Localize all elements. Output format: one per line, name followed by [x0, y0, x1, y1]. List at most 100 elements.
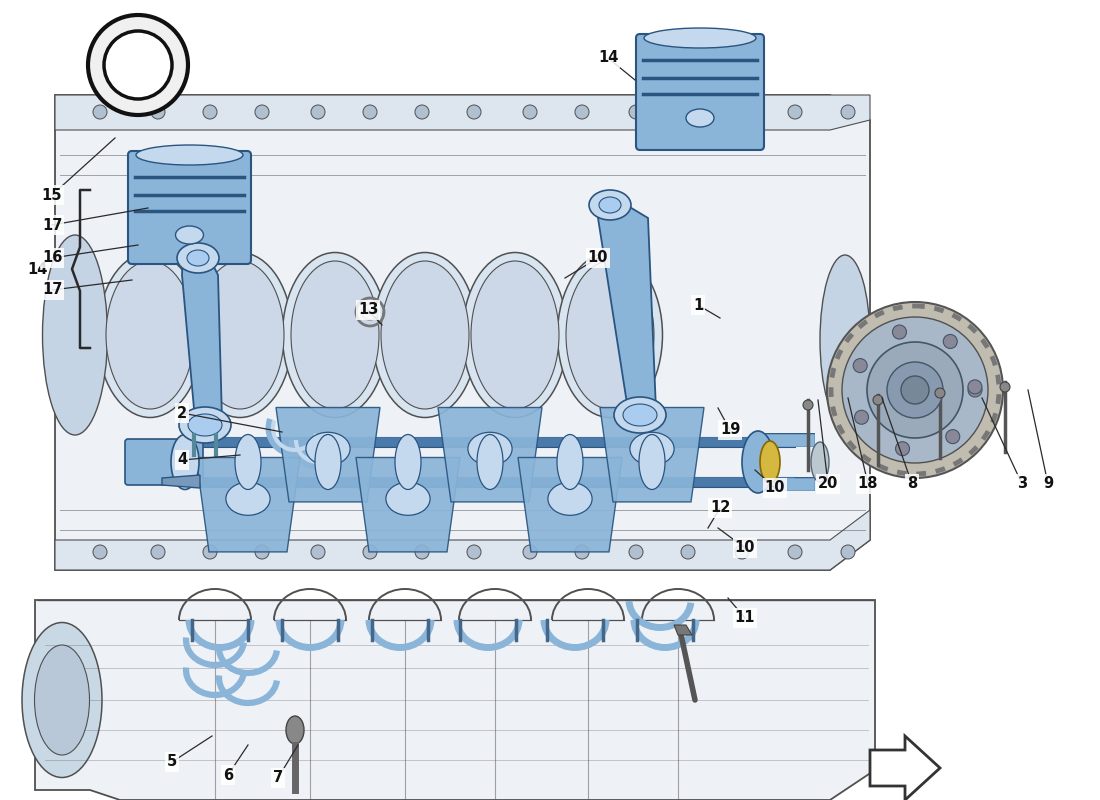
Polygon shape: [276, 407, 380, 502]
Polygon shape: [196, 458, 300, 552]
Polygon shape: [55, 95, 870, 570]
Ellipse shape: [373, 253, 477, 418]
Ellipse shape: [614, 397, 666, 433]
Circle shape: [944, 334, 957, 349]
Circle shape: [803, 400, 813, 410]
Text: 10: 10: [735, 541, 756, 555]
Polygon shape: [162, 475, 200, 488]
FancyBboxPatch shape: [636, 34, 764, 150]
Text: 10: 10: [587, 250, 608, 266]
Ellipse shape: [106, 261, 194, 409]
Circle shape: [935, 388, 945, 398]
Ellipse shape: [811, 442, 829, 482]
Ellipse shape: [548, 482, 592, 515]
Circle shape: [895, 442, 910, 456]
Ellipse shape: [471, 261, 559, 409]
Circle shape: [468, 105, 481, 119]
Circle shape: [94, 105, 107, 119]
Text: 8: 8: [906, 477, 917, 491]
Ellipse shape: [22, 622, 102, 778]
Ellipse shape: [306, 432, 350, 466]
Circle shape: [94, 545, 107, 559]
Circle shape: [363, 545, 377, 559]
Circle shape: [867, 342, 962, 438]
Polygon shape: [518, 458, 622, 552]
Polygon shape: [870, 736, 940, 800]
Polygon shape: [55, 510, 870, 570]
Ellipse shape: [386, 482, 430, 515]
Text: 7: 7: [273, 770, 283, 786]
Circle shape: [255, 545, 270, 559]
Ellipse shape: [557, 434, 583, 490]
Circle shape: [151, 545, 165, 559]
Ellipse shape: [686, 109, 714, 127]
Text: 15: 15: [42, 187, 63, 202]
Ellipse shape: [566, 261, 654, 409]
Text: 5: 5: [167, 754, 177, 770]
Text: ©OFFICIALPARTSSHOP.COM: ©OFFICIALPARTSSHOP.COM: [396, 480, 704, 500]
Ellipse shape: [292, 261, 379, 409]
Ellipse shape: [558, 253, 662, 418]
Ellipse shape: [283, 253, 387, 418]
Circle shape: [311, 545, 324, 559]
Circle shape: [681, 105, 695, 119]
Circle shape: [735, 105, 749, 119]
Circle shape: [629, 105, 644, 119]
Text: 17: 17: [42, 218, 63, 233]
Circle shape: [735, 545, 749, 559]
Circle shape: [415, 105, 429, 119]
Text: 17: 17: [42, 282, 63, 298]
Text: 19: 19: [719, 422, 740, 438]
Text: 13: 13: [358, 302, 378, 318]
Circle shape: [681, 545, 695, 559]
Circle shape: [855, 410, 869, 424]
Circle shape: [873, 395, 883, 405]
Circle shape: [363, 105, 377, 119]
Ellipse shape: [639, 434, 665, 490]
Ellipse shape: [98, 253, 202, 418]
Ellipse shape: [176, 226, 204, 244]
Ellipse shape: [315, 434, 341, 490]
Text: 20: 20: [817, 477, 838, 491]
Text: 3: 3: [1016, 477, 1027, 491]
Circle shape: [575, 105, 589, 119]
Text: 14: 14: [28, 262, 48, 277]
Polygon shape: [600, 407, 704, 502]
Circle shape: [842, 105, 855, 119]
Ellipse shape: [820, 255, 870, 425]
Ellipse shape: [188, 414, 222, 436]
Ellipse shape: [286, 716, 304, 744]
Ellipse shape: [235, 434, 261, 490]
Circle shape: [522, 105, 537, 119]
Ellipse shape: [177, 243, 219, 273]
Circle shape: [1000, 382, 1010, 392]
Ellipse shape: [179, 407, 231, 443]
Polygon shape: [356, 458, 460, 552]
Ellipse shape: [623, 404, 657, 426]
Polygon shape: [182, 255, 222, 425]
Polygon shape: [35, 600, 875, 800]
Ellipse shape: [600, 197, 621, 213]
Circle shape: [892, 325, 906, 339]
Polygon shape: [674, 625, 692, 635]
Circle shape: [901, 376, 930, 404]
Text: 11: 11: [735, 610, 756, 626]
Text: 6: 6: [223, 767, 233, 782]
FancyBboxPatch shape: [128, 151, 251, 264]
Ellipse shape: [187, 253, 293, 418]
Circle shape: [151, 105, 165, 119]
Polygon shape: [55, 95, 870, 130]
Ellipse shape: [395, 434, 421, 490]
Ellipse shape: [43, 235, 108, 435]
Circle shape: [255, 105, 270, 119]
Text: 9: 9: [1043, 477, 1053, 491]
Circle shape: [311, 105, 324, 119]
Circle shape: [204, 105, 217, 119]
Circle shape: [522, 545, 537, 559]
Circle shape: [842, 545, 855, 559]
Text: 12: 12: [710, 501, 730, 515]
Circle shape: [415, 545, 429, 559]
Text: 1: 1: [693, 298, 703, 313]
Ellipse shape: [381, 261, 469, 409]
Ellipse shape: [136, 145, 243, 165]
